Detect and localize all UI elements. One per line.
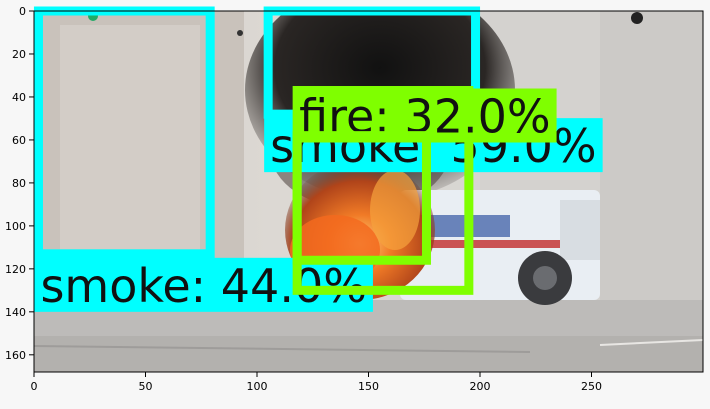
y-tick-label: 60 xyxy=(12,134,26,147)
y-tick-label: 40 xyxy=(12,91,26,104)
bounding-box xyxy=(292,131,431,265)
y-tick-label: 20 xyxy=(12,48,26,61)
x-tick-label: 150 xyxy=(358,380,379,393)
y-tick-label: 80 xyxy=(12,177,26,190)
detection-smoke-0: smoke: 44.0% xyxy=(33,6,373,313)
x-tick-label: 250 xyxy=(581,380,602,393)
detection-label: smoke: 44.0% xyxy=(40,259,366,313)
x-tick-label: 50 xyxy=(139,380,153,393)
detection-fire-3 xyxy=(292,131,431,265)
y-tick-label: 120 xyxy=(5,263,26,276)
scene-photo xyxy=(34,11,703,372)
y-tick-label: 140 xyxy=(5,306,26,319)
x-tick-label: 0 xyxy=(31,380,38,393)
label-background xyxy=(34,257,373,312)
x-tick-label: 100 xyxy=(247,380,268,393)
detection-overlays: smoke: 44.0%smoke: 59.0%fire: 32.0% xyxy=(33,6,603,313)
y-tick-label: 100 xyxy=(5,220,26,233)
y-tick-label: 0 xyxy=(19,5,26,18)
y-tick-label: 160 xyxy=(5,349,26,362)
y-axis: 0 20 40 60 80 100 120 140 160 xyxy=(5,5,34,362)
x-tick-label: 200 xyxy=(470,380,491,393)
x-axis: 0 50 100 150 200 250 xyxy=(31,372,602,393)
